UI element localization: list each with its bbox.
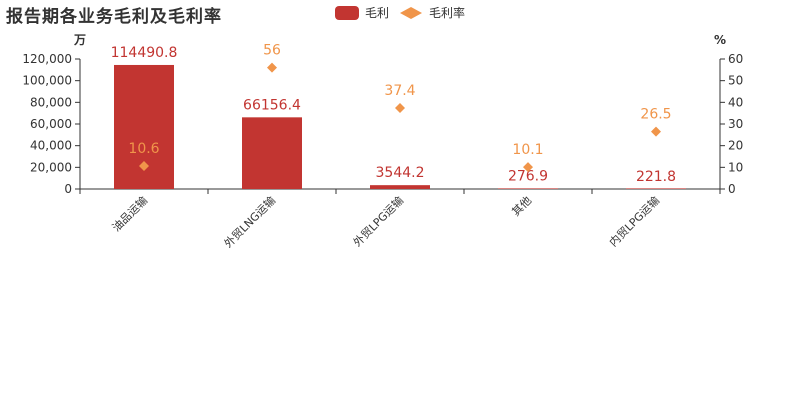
bar-value-label: 276.9	[508, 169, 548, 185]
legend-label-gross-margin: 毛利率	[429, 6, 466, 20]
margin-value-label: 56	[263, 43, 281, 59]
y-tick-label-left: 80,000	[30, 95, 72, 109]
y-tick-label-left: 100,000	[22, 74, 72, 88]
y-axis-left-unit: 万	[73, 33, 86, 47]
margin-value-label: 10.1	[512, 142, 543, 158]
y-tick-label-left: 120,000	[22, 52, 72, 66]
margin-value-label: 10.6	[128, 141, 159, 157]
bar-value-label: 3544.2	[376, 165, 425, 181]
bar-value-label: 114490.8	[111, 45, 178, 61]
y-tick-label-right: 40	[728, 95, 743, 109]
x-tick-label: 内贸LPG运输	[606, 193, 662, 249]
bar-value-label: 221.8	[636, 169, 676, 185]
bar	[242, 117, 302, 189]
margin-value-label: 26.5	[640, 107, 671, 123]
legend-swatch-diamond	[400, 6, 423, 19]
y-tick-label-right: 50	[728, 74, 743, 88]
legend-item-gross-profit[interactable]: 毛利	[335, 4, 389, 21]
margin-value-label: 37.4	[384, 83, 415, 99]
x-tick-label: 外贸LNG运输	[221, 193, 278, 250]
y-tick-label-right: 30	[728, 117, 743, 131]
y-axis-right-unit: %	[714, 33, 726, 47]
y-tick-label-right: 60	[728, 52, 743, 66]
y-tick-label-left: 0	[64, 182, 72, 196]
margin-point	[651, 126, 661, 137]
y-tick-label-left: 60,000	[30, 117, 72, 131]
y-tick-label-right: 10	[728, 160, 743, 174]
bar	[498, 188, 558, 189]
bar	[626, 188, 686, 189]
y-tick-label-left: 40,000	[30, 139, 72, 153]
bar-value-label: 66156.4	[243, 97, 301, 113]
y-tick-label-right: 20	[728, 139, 743, 153]
chart-title: 报告期各业务毛利及毛利率	[6, 7, 222, 27]
y-tick-label-right: 0	[728, 182, 736, 196]
x-tick-label: 外贸LPG运输	[350, 193, 406, 249]
margin-point	[523, 162, 533, 173]
legend-swatch-bar	[335, 5, 359, 20]
margin-point	[139, 161, 149, 172]
bar	[370, 185, 430, 189]
y-tick-label-left: 20,000	[30, 160, 72, 174]
legend-item-gross-margin[interactable]: 毛利率	[399, 4, 465, 21]
margin-point	[395, 102, 405, 113]
margin-point	[267, 62, 277, 73]
x-tick-label: 油品运输	[109, 193, 150, 234]
x-tick-label: 其他	[509, 194, 534, 219]
legend: 毛利 毛利率	[335, 4, 475, 21]
legend-label-gross-profit: 毛利	[365, 6, 390, 20]
